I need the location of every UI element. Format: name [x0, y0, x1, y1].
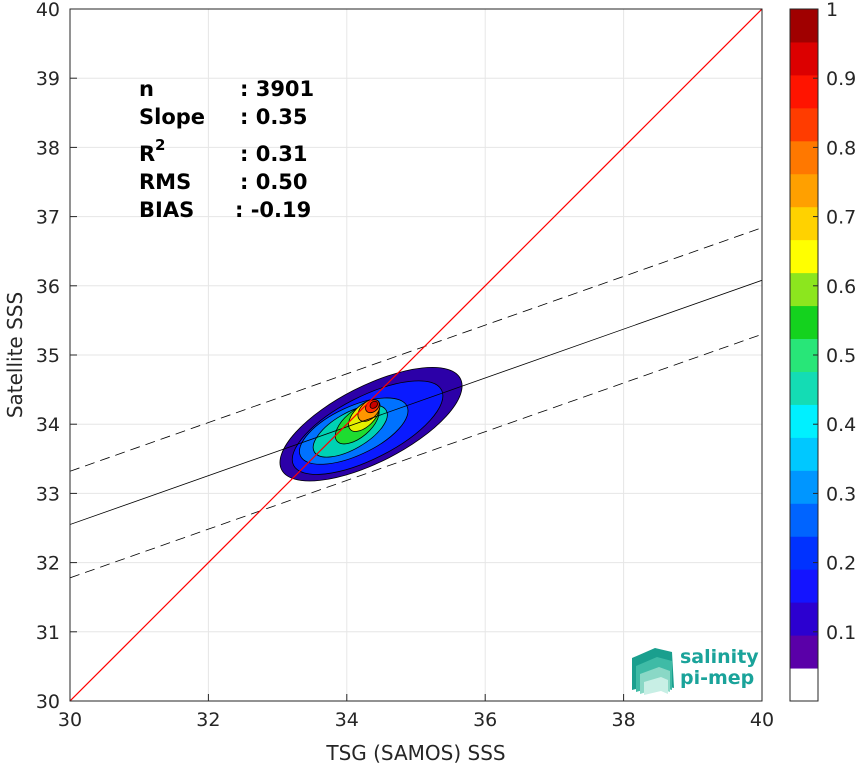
x-tick-label: 32: [196, 709, 220, 731]
lower-bound-line: [70, 333, 762, 579]
y-axis-label: Satellite SSS: [3, 292, 27, 418]
colorbar-segment: [790, 206, 818, 241]
y-tick-label: 39: [36, 68, 60, 90]
x-tick-label: 34: [335, 709, 359, 731]
y-tick-label: 31: [36, 622, 60, 644]
stat-value-bias: : -0.19: [235, 198, 311, 222]
stat-value-slope: : 0.35: [240, 105, 308, 129]
stat-label-r2: R: [139, 142, 155, 166]
stat-label-rms: RMS: [139, 170, 191, 194]
stat-value-rms: : 0.50: [240, 170, 308, 194]
colorbar-segment: [790, 239, 818, 274]
x-tick-label: 36: [473, 709, 497, 731]
x-tick-label: 40: [750, 709, 774, 731]
logo-text-line2: pi-mep: [680, 667, 754, 689]
y-tick-label: 33: [36, 483, 60, 505]
y-tick-label: 35: [36, 345, 60, 367]
stat-label-r2-superscript: 2: [155, 136, 165, 154]
colorbar-segment: [790, 107, 818, 142]
colorbar-ticks: 0.1 0.2 0.3 0.4 0.5 0.6 0.7 0.8 0.9 1: [813, 0, 856, 644]
y-tick-label: 36: [36, 276, 60, 298]
colorbar-segment: [790, 41, 818, 76]
colorbar-segment: [790, 635, 818, 669]
colorbar-tick-label: 0.5: [826, 345, 856, 367]
x-axis-label: TSG (SAMOS) SSS: [325, 741, 505, 765]
y-tick-label: 37: [36, 207, 60, 229]
stat-label-bias: BIAS: [139, 198, 194, 222]
colorbar-tick-label: 0.8: [826, 137, 856, 159]
colorbar-segment: [790, 668, 818, 702]
one-to-one-line: [70, 9, 762, 701]
y-tick-label: 32: [36, 553, 60, 575]
colorbar-segment: [790, 470, 818, 504]
colorbar-segment: [790, 305, 818, 340]
colorbar-tick-label: 0.7: [826, 207, 856, 229]
colorbar-segment: [790, 74, 818, 109]
y-tick-label: 30: [36, 691, 60, 713]
y-tick-label: 40: [36, 0, 60, 21]
stat-value-n: : 3901: [240, 77, 314, 101]
colorbar-segment: [790, 371, 818, 405]
colorbar-segment: [790, 173, 818, 208]
salinity-pi-mep-logo: salinity pi-mep: [632, 646, 759, 695]
x-tick-label: 30: [58, 709, 82, 731]
colorbar-tick-label: 0.4: [826, 414, 856, 436]
colorbar-segment: [790, 140, 818, 175]
colorbar-segment: [790, 569, 818, 603]
x-tick-label: 38: [612, 709, 636, 731]
reference-lines: [70, 9, 762, 701]
y-tick-label: 34: [36, 414, 60, 436]
logo-text-line1: salinity: [680, 646, 759, 668]
logo-wave-icon: [632, 648, 674, 695]
x-axis-ticks: 30 32 34 36 38 40: [58, 694, 774, 731]
y-tick-label: 38: [36, 137, 60, 159]
colorbar-tick-label: 0.1: [826, 622, 856, 644]
colorbar-segment: [790, 602, 818, 636]
colorbar-tick-label: 1: [826, 0, 838, 21]
colorbar-segment: [790, 272, 818, 307]
statistics-box: n : 3901 Slope : 0.35 R 2 : 0.31 RMS : 0…: [139, 77, 314, 222]
colorbar-tick-label: 0.9: [826, 68, 856, 90]
y-axis-ticks: 30 31 32 33 34 35 36 37 38 39 40: [36, 0, 77, 713]
stat-value-r2: : 0.31: [240, 142, 308, 166]
density-contour: [369, 400, 378, 409]
regression-line: [70, 279, 762, 525]
upper-bound-line: [70, 227, 762, 472]
colorbar-tick-label: 0.3: [826, 483, 856, 505]
colorbar-segment: [790, 503, 818, 537]
colorbar-tick-label: 0.6: [826, 276, 856, 298]
colorbar-segment: [790, 437, 818, 471]
stat-label-slope: Slope: [139, 105, 205, 129]
colorbar-tick-label: 0.2: [826, 553, 856, 575]
colorbar: [790, 9, 818, 702]
stat-label-n: n: [139, 77, 154, 101]
colorbar-segment: [790, 9, 818, 43]
colorbar-segment: [790, 536, 818, 570]
colorbar-segment: [790, 404, 818, 438]
